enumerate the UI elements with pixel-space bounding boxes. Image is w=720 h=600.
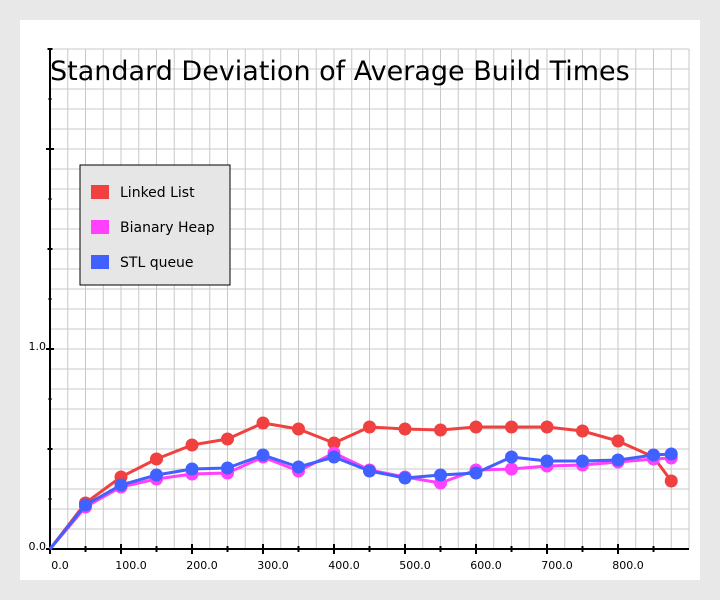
- y-tick-label: 1.0: [29, 340, 47, 353]
- data-point: [505, 420, 518, 434]
- chart-panel: Standard Deviation of Average Build Time…: [20, 20, 700, 580]
- data-point: [185, 462, 199, 476]
- data-point: [664, 447, 678, 461]
- data-point: [363, 420, 376, 434]
- data-point: [576, 424, 589, 438]
- data-point: [505, 450, 518, 464]
- y-tick-label: 0.0: [29, 540, 47, 553]
- data-point: [540, 420, 554, 434]
- legend-label: STL queue: [120, 255, 194, 271]
- legend-swatch: [91, 185, 109, 199]
- data-point: [221, 432, 234, 446]
- data-point: [292, 422, 305, 436]
- legend-swatch: [91, 220, 109, 234]
- data-point: [256, 448, 270, 462]
- x-tick-label: 700.0: [541, 559, 573, 572]
- data-point: [150, 468, 163, 482]
- data-point: [540, 454, 554, 468]
- data-point: [647, 448, 660, 462]
- data-point: [185, 438, 199, 452]
- x-tick-label: 600.0: [470, 559, 502, 572]
- x-tick-label: 300.0: [257, 559, 289, 572]
- data-point: [327, 450, 341, 464]
- legend-label: Linked List: [120, 185, 195, 201]
- x-tick-label: 0.0: [51, 559, 69, 572]
- axes: 0.0 100.0 200.0 300.0 400.0 500.0 600.0 700.0 80…: [29, 48, 689, 572]
- data-point: [611, 434, 625, 448]
- x-tick-label: 200.0: [186, 559, 218, 572]
- x-tick-label: 400.0: [328, 559, 360, 572]
- x-tick-label: 100.0: [115, 559, 147, 572]
- legend-swatch: [91, 255, 109, 269]
- series-line: [48, 421, 673, 550]
- series-linked-list: [48, 416, 678, 550]
- data-point: [114, 478, 128, 492]
- data-point: [292, 460, 305, 474]
- data-point: [363, 464, 376, 478]
- data-point: [505, 462, 518, 476]
- data-point: [327, 436, 341, 450]
- series-layer: [48, 416, 678, 550]
- data-point: [398, 471, 412, 485]
- data-point: [469, 420, 483, 434]
- chart-title: Standard Deviation of Average Build Time…: [50, 56, 630, 87]
- data-point: [79, 498, 92, 512]
- data-point: [256, 416, 270, 430]
- data-point: [611, 453, 625, 467]
- data-point: [469, 466, 483, 480]
- legend-label: Bianary Heap: [120, 220, 215, 236]
- line-chart: Standard Deviation of Average Build Time…: [29, 48, 690, 572]
- data-point: [150, 452, 163, 466]
- data-point: [576, 454, 589, 468]
- data-point: [434, 423, 447, 437]
- x-tick-label: 500.0: [399, 559, 431, 572]
- series-stl-queue: [48, 447, 678, 550]
- legend: Linked List Bianary Heap STL queue: [79, 164, 231, 286]
- x-tick-label: 800.0: [612, 559, 644, 572]
- data-point: [221, 461, 234, 475]
- data-point: [434, 468, 447, 482]
- data-point: [664, 474, 678, 488]
- data-point: [398, 422, 412, 436]
